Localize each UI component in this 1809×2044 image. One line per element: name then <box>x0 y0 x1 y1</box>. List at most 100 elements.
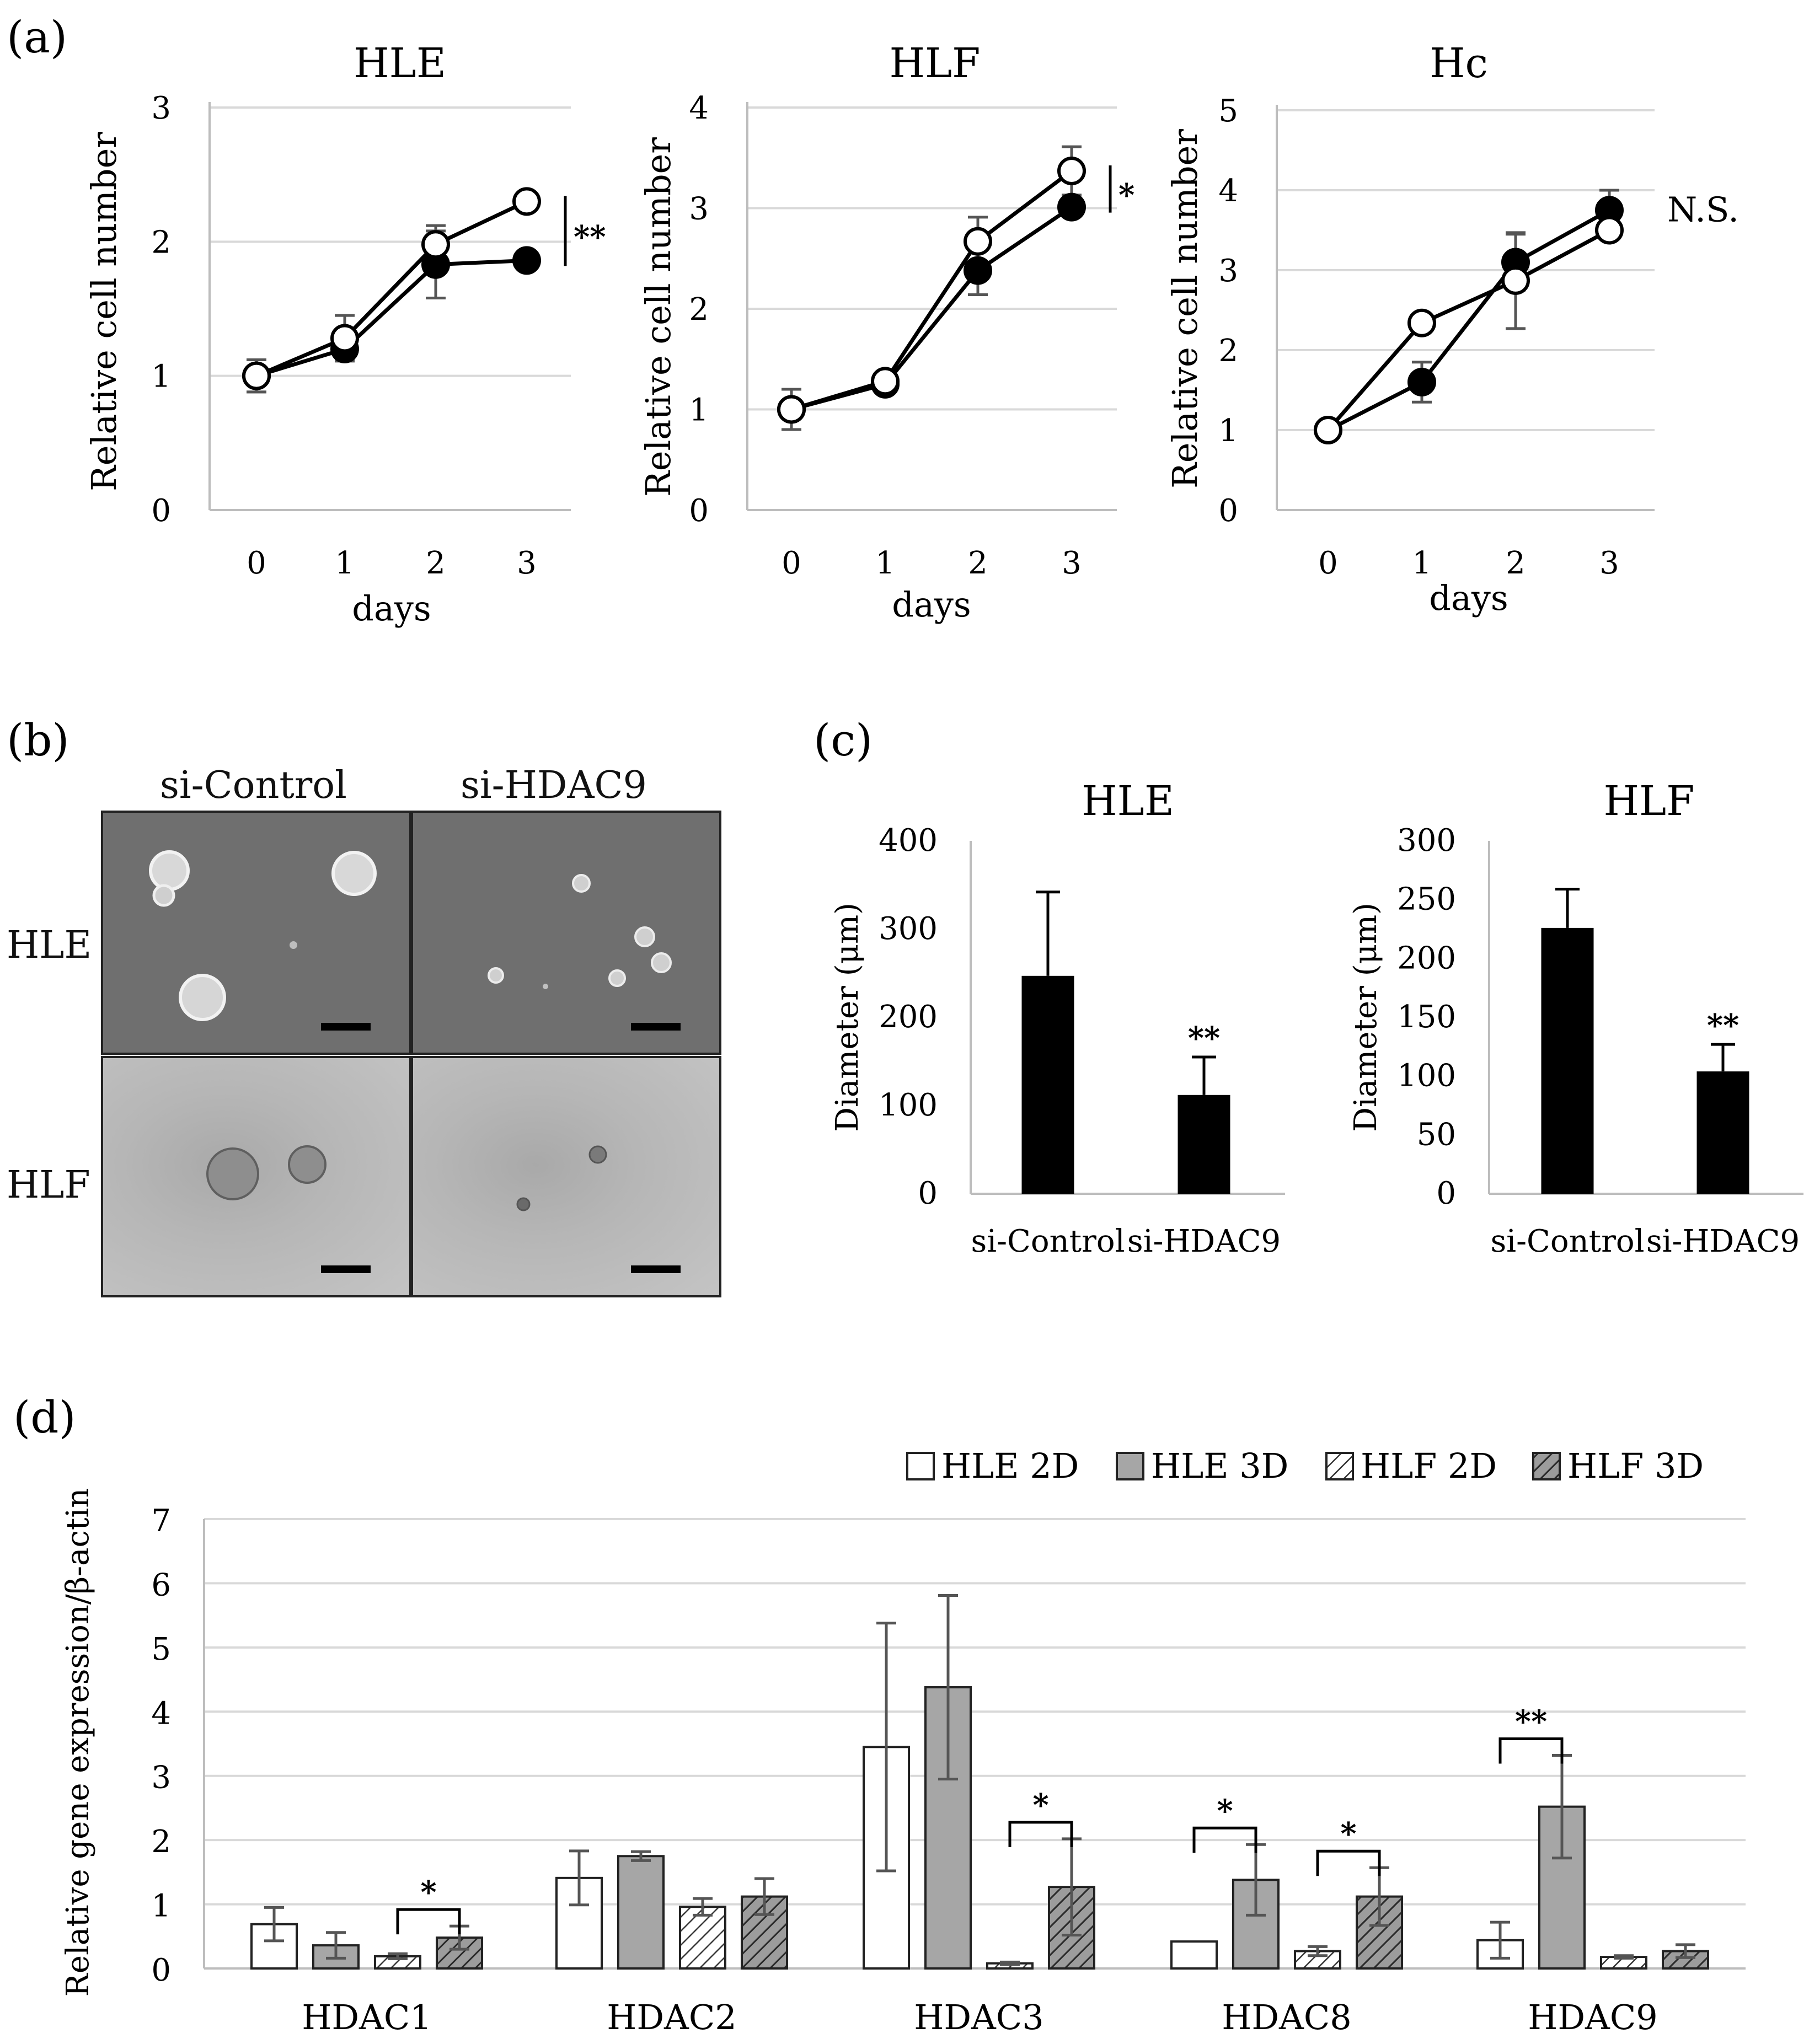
y-tick-label: 1 <box>1218 413 1238 449</box>
significance-bracket <box>1008 1821 1073 1847</box>
y-axis-label: Relative cell number <box>1165 129 1205 489</box>
chart-c-hlf: 0 50 100 150 200 250 300 HLF Diameter (μm) si-Con… <box>1348 777 1803 1259</box>
micrograph-hle-si-control <box>101 811 411 1055</box>
x-axis-label: days <box>352 588 431 629</box>
y-tick-label: 2 <box>689 292 709 328</box>
x-tick-label: HDAC8 <box>1222 1997 1351 2037</box>
legend-label: HLE 2D <box>941 1446 1079 1486</box>
chart-c-hle: 0 100 200 300 400 HLE Diameter (μm) si-Control s… <box>829 777 1285 1259</box>
data-point-open <box>512 187 541 216</box>
x-tick-label: si-Control <box>1490 1224 1644 1259</box>
significance-bracket <box>396 1908 461 1935</box>
y-tick-label: 2 <box>1218 333 1238 369</box>
significance-bracket <box>1316 1849 1381 1876</box>
data-point-open <box>871 367 900 396</box>
significance-label: ** <box>574 219 606 255</box>
significance-label: * <box>1118 177 1134 213</box>
bar-hlf-3d <box>1356 1895 1403 1970</box>
y-axis-label: Diameter (μm) <box>829 903 865 1132</box>
legend-label: HLF 3D <box>1567 1446 1704 1486</box>
micrograph-hlf-si-control <box>101 1056 411 1297</box>
bar-hle-2d <box>1170 1940 1218 1970</box>
y-tick-label: 250 <box>1397 882 1456 918</box>
chart-title: Hc <box>1430 40 1488 87</box>
y-tick-label: 1 <box>689 393 709 428</box>
bar-si-control <box>1021 975 1074 1194</box>
panel-label-a: (a) <box>7 12 67 63</box>
y-axis-label: Relative cell number <box>638 137 678 497</box>
chart-title: HLE <box>354 40 446 87</box>
significance-label: * <box>420 1874 436 1911</box>
significance-label: ** <box>1515 1703 1548 1740</box>
x-tick-label: 1 <box>875 545 895 581</box>
x-axis-label: days <box>892 584 971 625</box>
data-point-filled <box>512 246 541 275</box>
significance-label: ** <box>1707 1007 1740 1044</box>
panel-b-row-label-1: HLF <box>7 1163 90 1207</box>
data-point-open <box>964 227 992 256</box>
bar-hle-3d <box>617 1855 665 1970</box>
data-point-open <box>1501 266 1530 295</box>
series-line-filled <box>791 205 1073 411</box>
y-tick-label: 50 <box>1417 1117 1456 1152</box>
y-tick-label: 300 <box>879 911 938 947</box>
significance-bracket <box>1192 1826 1257 1853</box>
bar-hlf-3d <box>436 1936 483 1970</box>
panel-b-col-label-1: si-HDAC9 <box>461 764 647 807</box>
panel-b-row-label-0: HLE <box>7 924 92 967</box>
chart-a-hle: 0 1 2 3 0 1 2 3 days Relative cell number HLE ** <box>84 40 606 629</box>
x-tick-label: 3 <box>517 545 537 581</box>
data-point-open <box>421 230 450 259</box>
x-tick-label: si-Control <box>971 1224 1125 1259</box>
bar-si-hdac9 <box>1696 1071 1749 1194</box>
y-tick-label: 4 <box>1218 173 1238 209</box>
panel-label-d: (d) <box>13 1392 76 1443</box>
chart-a-hlf: 0 1 2 3 4 0 1 2 3 days Relative cell number HLF * <box>638 40 1134 625</box>
data-point-filled <box>1057 192 1086 222</box>
y-tick-label: 150 <box>1397 999 1456 1035</box>
legend-swatch <box>1532 1452 1561 1480</box>
bar-si-hdac9 <box>1178 1095 1230 1194</box>
data-point-filled <box>964 256 992 285</box>
y-tick-label: 300 <box>1397 823 1456 859</box>
x-axis-label: days <box>1429 578 1508 618</box>
series-line-open <box>1326 228 1610 432</box>
x-tick-label: 1 <box>1412 545 1432 581</box>
x-tick-label: 1 <box>335 545 355 581</box>
data-point-open <box>242 361 271 390</box>
y-tick-label: 2 <box>151 224 171 260</box>
x-tick-label: 2 <box>426 545 446 581</box>
y-tick-label: 0 <box>151 493 171 529</box>
y-tick-label: 2 <box>151 1824 171 1860</box>
x-tick-label: HDAC3 <box>914 1997 1043 2037</box>
y-tick-label: 0 <box>1218 493 1238 529</box>
micrograph-hlf-si-hdac9 <box>411 1056 721 1297</box>
micrograph-hle-si-hdac9 <box>411 811 721 1055</box>
y-tick-label: 0 <box>151 1952 171 1988</box>
y-tick-label: 200 <box>1397 940 1456 976</box>
chart-a-hc: 0 1 2 3 4 5 0 1 2 3 days Relative cell number Hc N.S. <box>1165 40 1739 618</box>
x-tick-label: si-HDAC9 <box>1646 1224 1800 1259</box>
chart-d: 0 1 2 3 4 5 6 7 Relative gene expression/β-actin… <box>60 1446 1746 2037</box>
data-point-open <box>330 324 359 353</box>
chart-title: HLE <box>1082 777 1174 825</box>
panel-label-b: (b) <box>7 715 69 766</box>
y-tick-label: 100 <box>1397 1058 1456 1094</box>
significance-label: * <box>1217 1793 1233 1829</box>
y-tick-label: 3 <box>151 1760 171 1796</box>
x-tick-label: 3 <box>1062 545 1082 581</box>
y-tick-label: 3 <box>151 90 171 126</box>
x-tick-label: 0 <box>782 545 801 581</box>
y-axis-label: Relative gene expression/β-actin <box>60 1488 96 1997</box>
y-axis-label: Relative cell number <box>84 132 124 491</box>
y-axis-label: Diameter (μm) <box>1348 903 1384 1132</box>
y-tick-label: 6 <box>151 1567 171 1603</box>
legend-label: HLF 2D <box>1361 1446 1497 1486</box>
panel-label-c: (c) <box>813 715 873 766</box>
data-point-open <box>1595 216 1624 245</box>
series-line-filled <box>255 258 527 378</box>
y-tick-label: 3 <box>1218 253 1238 289</box>
y-tick-label: 1 <box>151 359 171 395</box>
legend-swatch <box>1325 1452 1354 1480</box>
